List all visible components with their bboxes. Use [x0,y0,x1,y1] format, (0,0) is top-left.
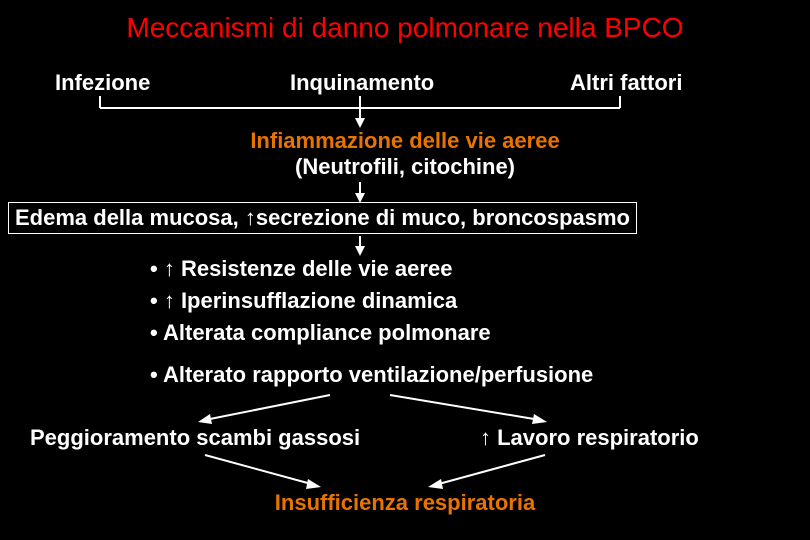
bullet1-post: Resistenze delle vie aeree [175,256,453,281]
edema-post: secrezione di muco, broncospasmo [256,205,630,230]
bullet-4: • Alterato rapporto ventilazione/perfusi… [150,362,593,388]
bullet-1: • ↑ Resistenze delle vie aeree [150,256,452,282]
up-arrow-icon: ↑ [164,288,175,313]
final-outcome: Insufficienza respiratoria [0,490,810,516]
outcome-respiratory-work: ↑ Lavoro respiratorio [480,425,699,451]
bullet-2: • ↑ Iperinsufflazione dinamica [150,288,457,314]
factor-pollution: Inquinamento [290,70,434,96]
up-arrow-icon: ↑ [164,256,175,281]
up-arrow-icon: ↑ [245,205,256,230]
factor-infection: Infezione [55,70,150,96]
bullet1-pre: • [150,256,164,281]
inflammation-line2: (Neutrofili, citochine) [0,154,810,180]
outcome-right-text: Lavoro respiratorio [491,425,699,450]
inflammation-line1: Infiammazione delle vie aeree [0,128,810,154]
slide-title: Meccanismi di danno polmonare nella BPCO [0,12,810,44]
bullet-3: • Alterata compliance polmonare [150,320,491,346]
factor-other: Altri fattori [570,70,682,96]
up-arrow-icon: ↑ [480,425,491,450]
edema-box: Edema della mucosa, ↑secrezione di muco,… [8,202,637,234]
outcome-gas-exchange: Peggioramento scambi gassosi [30,425,360,451]
bullet2-post: Iperinsufflazione dinamica [175,288,457,313]
edema-pre: Edema della mucosa, [15,205,245,230]
bullet2-pre: • [150,288,164,313]
